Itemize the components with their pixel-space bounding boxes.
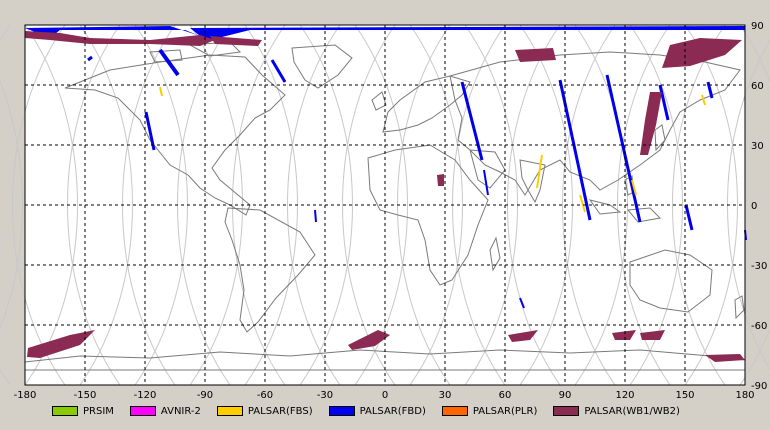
y-tick-label: -90 — [751, 381, 767, 392]
coverage-strip — [159, 86, 163, 97]
x-tick-label: 0 — [382, 390, 388, 401]
orbit-track — [299, 24, 353, 386]
legend-item-palsar-plr: PALSAR(PLR) — [441, 405, 538, 417]
coverage-strip — [631, 179, 637, 196]
coverage-swaths — [25, 26, 747, 362]
x-tick-label: 150 — [675, 390, 694, 401]
legend-swatch — [328, 406, 355, 416]
wide-beam-swath — [210, 36, 262, 46]
orbit-track — [12, 24, 66, 386]
y-tick-label: 60 — [751, 81, 764, 92]
wide-beam-swath — [27, 330, 95, 358]
wide-beam-swath — [705, 354, 745, 362]
y-tick-label: -30 — [751, 261, 767, 272]
x-tick-label: -180 — [14, 390, 37, 401]
legend-item-palsar-fbd: PALSAR(FBD) — [328, 405, 426, 417]
wide-beam-swath — [508, 330, 538, 342]
legend-swatch — [553, 406, 580, 416]
x-tick-label: -150 — [74, 390, 97, 401]
wide-beam-swath — [662, 38, 742, 68]
legend-swatch — [129, 406, 156, 416]
coverage-strip — [483, 169, 489, 196]
wide-beam-swath — [348, 330, 390, 350]
orbit-track — [684, 24, 738, 386]
legend-label: PALSAR(FBD) — [359, 405, 426, 417]
coverage-strip — [158, 48, 180, 77]
coverage-strip — [706, 81, 714, 99]
legend-item-palsar-fbs: PALSAR(FBS) — [216, 405, 313, 417]
legend-label: PALSAR(PLR) — [472, 405, 538, 417]
legend-label: PALSAR(WB1/WB2) — [584, 405, 680, 417]
coverage-strip — [314, 209, 317, 223]
orbit-track — [409, 24, 463, 386]
orbit-track — [79, 24, 133, 386]
legend-label: AVNIR-2 — [160, 405, 201, 417]
legend-swatch — [52, 406, 78, 416]
orbit-track — [0, 80, 23, 330]
orbit-track — [0, 24, 11, 386]
coverage-strip — [519, 297, 525, 309]
coverage-strip — [701, 94, 706, 106]
x-tick-label: -90 — [197, 390, 213, 401]
legend-item-avnir2: AVNIR-2 — [129, 405, 201, 417]
legend-label: PRSIM — [83, 405, 114, 417]
x-tick-label: 180 — [735, 390, 754, 401]
coverage-strip — [658, 84, 670, 121]
x-tick-label: -30 — [317, 390, 333, 401]
wide-beam-swath — [640, 92, 662, 155]
orbit-track — [629, 24, 683, 386]
wide-beam-swath — [437, 174, 444, 186]
wide-beam-swath — [612, 330, 636, 340]
coverage-strip — [605, 74, 642, 223]
y-tick-label: 0 — [751, 201, 757, 212]
y-tick-label: 30 — [751, 141, 764, 152]
y-tick-label: -60 — [751, 321, 767, 332]
wide-beam-swath — [640, 330, 665, 340]
orbit-track — [672, 24, 726, 386]
latitude-tick-labels: 90 60 30 0 -30 -60 -90 — [751, 21, 767, 392]
x-tick-label: 90 — [559, 390, 572, 401]
coverage-strip — [579, 194, 586, 213]
legend-swatch — [216, 406, 243, 416]
orbit-track — [617, 24, 671, 386]
legend: PRSIM AVNIR-2 PALSAR(FBS) PALSAR(FBD) PA… — [52, 403, 696, 419]
legend-item-prsim: PRSIM — [52, 406, 114, 417]
x-tick-label: 60 — [499, 390, 512, 401]
legend-label: PALSAR(FBS) — [247, 405, 313, 417]
y-tick-label: 90 — [751, 21, 764, 32]
orbit-track — [739, 24, 770, 386]
graticule — [25, 25, 745, 385]
coverage-strip — [270, 59, 287, 83]
coverage-strip — [87, 55, 93, 62]
coverage-strip — [684, 204, 694, 231]
coverage-strip — [460, 81, 484, 161]
x-tick-label: 30 — [439, 390, 452, 401]
wide-beam-swath — [515, 48, 556, 62]
map-border — [24, 24, 746, 386]
wide-beam-swath — [25, 31, 215, 46]
coverage-band — [25, 26, 745, 40]
legend-item-palsar-wb: PALSAR(WB1/WB2) — [553, 406, 680, 417]
coverage-strip — [536, 154, 543, 189]
orbit-track — [287, 24, 341, 386]
x-tick-label: -60 — [257, 390, 273, 401]
x-tick-label: 120 — [615, 390, 634, 401]
x-tick-label: -120 — [134, 390, 157, 401]
coverage-strip — [144, 111, 156, 151]
orbit-track — [562, 24, 616, 386]
longitude-tick-labels: -180 -150 -120 -90 -60 -30 0 30 60 90 120 150 180 — [14, 390, 755, 401]
legend-swatch — [441, 406, 468, 416]
orbit-track — [232, 24, 286, 386]
